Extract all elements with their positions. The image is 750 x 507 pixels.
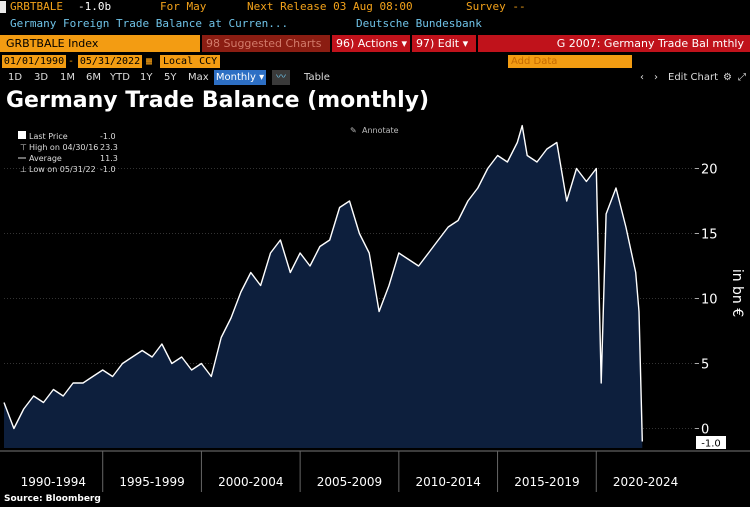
annotate-button[interactable]: Annotate: [362, 126, 399, 135]
security-description: Germany Foreign Trade Balance at Curren.…: [10, 17, 289, 30]
trade-balance-chart: 0 5 10 15 20 in bn € -1.0 Last Price -1.0 ⊤ …: [0, 118, 750, 492]
x-axis: 1990-1994 1995-1999 2000-2004 2005-2009 2010…: [21, 451, 678, 492]
chart-legend: Last Price -1.0 ⊤ High on 04/30/16 23.3 …: [18, 131, 118, 174]
legend-label-average: Average: [29, 154, 62, 163]
legend-low-icon: ⊥: [20, 165, 27, 174]
y-tick-label-0: 0: [701, 423, 709, 438]
last-value-label: -1.0: [701, 439, 721, 450]
source-note: Source: Bloomberg: [4, 494, 101, 504]
chart-name: G 2007: Germany Trade Bal mthly: [478, 35, 750, 52]
y-tick-label-3: 15: [701, 228, 718, 243]
prev-icon[interactable]: ‹: [640, 72, 644, 83]
y-axis-label: in bn €: [729, 269, 745, 317]
area-fill: [4, 125, 643, 448]
chart-title: Germany Trade Balance (monthly): [6, 88, 430, 113]
edit-chart-button[interactable]: Edit Chart: [668, 72, 719, 83]
legend-label-last: Last Price: [29, 132, 68, 141]
range-5y[interactable]: 5Y: [164, 72, 177, 83]
frequency-select[interactable]: Monthly ▾: [214, 70, 266, 85]
x-tick-label-2: 2000-2004: [218, 475, 283, 489]
range-row: 1D 3D 1M 6M YTD 1Y 5Y Max Monthly ▾ 〰 Ta…: [0, 70, 750, 85]
start-date-input[interactable]: 01/01/1990: [2, 55, 66, 68]
y-tick-label-2: 10: [701, 293, 718, 308]
line-chart-icon[interactable]: 〰: [272, 70, 290, 85]
range-ytd[interactable]: YTD: [110, 72, 130, 83]
range-1m[interactable]: 1M: [60, 72, 75, 83]
legend-label-high: High on 04/30/16: [29, 143, 98, 152]
last-value: -1.0b: [78, 0, 112, 13]
y-tick-label-1: 5: [701, 358, 709, 373]
header-row-1: GRBTBALE -1.0b For May Next Release 03 A…: [0, 0, 750, 14]
ticker[interactable]: GRBTBALE: [10, 0, 63, 13]
range-max[interactable]: Max: [188, 72, 209, 83]
expand-icon[interactable]: ⤢: [738, 72, 746, 83]
legend-value-average: 11.3: [100, 154, 118, 163]
header-row-2: Germany Foreign Trade Balance at Curren.…: [0, 14, 750, 33]
y-axis: 0 5 10 15 20: [695, 163, 718, 438]
table-button[interactable]: Table: [304, 72, 330, 83]
controls-row: 01/01/1990 - 05/31/2022 ▦ Local CCY Add …: [0, 54, 750, 69]
for-label: For May: [160, 0, 207, 13]
data-source-name: Deutsche Bundesbank: [356, 17, 482, 30]
add-data-input[interactable]: Add Data: [508, 55, 632, 68]
range-6m[interactable]: 6M: [86, 72, 101, 83]
x-tick-label-0: 1990-1994: [21, 475, 86, 489]
settings-icon[interactable]: ⚙: [723, 72, 732, 83]
range-1y[interactable]: 1Y: [140, 72, 153, 83]
annotate-icon[interactable]: ✎: [350, 126, 357, 135]
currency-select[interactable]: Local CCY: [160, 55, 220, 68]
x-tick-label-5: 2015-2019: [514, 475, 579, 489]
x-tick-label-1: 1995-1999: [119, 475, 184, 489]
x-tick-label-6: 2020-2024: [613, 475, 678, 489]
y-tick-label-4: 20: [701, 163, 718, 178]
legend-swatch-last: [18, 131, 26, 139]
range-1d[interactable]: 1D: [8, 72, 23, 83]
legend-label-low: Low on 05/31/22: [29, 165, 96, 174]
last-value-marker: -1.0: [696, 436, 726, 450]
legend-value-last: -1.0: [100, 132, 116, 141]
series-line: [3, 124, 643, 442]
last-value-box: [696, 436, 726, 449]
edit-menu[interactable]: 97) Edit ▾: [412, 35, 476, 52]
calendar-icon[interactable]: ▦: [146, 56, 153, 67]
legend-value-high: 23.3: [100, 143, 118, 152]
survey: Survey --: [466, 0, 526, 13]
index-field[interactable]: GRBTBALE Index: [0, 35, 200, 52]
actions-menu[interactable]: 96) Actions ▾: [332, 35, 410, 52]
date-separator-text: -: [68, 56, 75, 67]
suggested-charts-button[interactable]: 98 Suggested Charts: [202, 35, 330, 52]
legend-value-low: -1.0: [100, 165, 116, 174]
next-release: Next Release 03 Aug 08:00: [247, 0, 413, 13]
end-date-input[interactable]: 05/31/2022: [78, 55, 142, 68]
toolbar: GRBTBALE Index 98 Suggested Charts 96) A…: [0, 34, 750, 53]
next-icon[interactable]: ›: [654, 72, 658, 83]
range-3d[interactable]: 3D: [34, 72, 49, 83]
legend-high-icon: ⊤: [20, 143, 27, 152]
x-tick-label-4: 2010-2014: [415, 475, 480, 489]
x-tick-label-3: 2005-2009: [317, 475, 382, 489]
ticker-marker: [0, 1, 6, 13]
